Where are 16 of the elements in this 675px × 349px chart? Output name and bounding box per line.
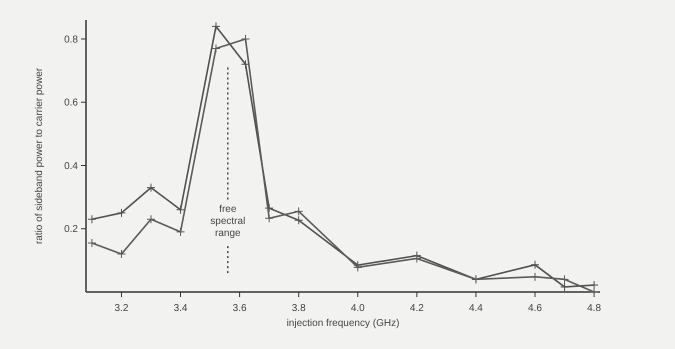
y-tick-label: 0.2 xyxy=(64,224,78,236)
x-tick-label: 4.2 xyxy=(410,303,424,314)
x-tick-label: 3.6 xyxy=(232,303,247,314)
ref-line-label: free spectral range xyxy=(210,204,246,240)
x-axis-title: injection frequency (GHz) xyxy=(286,318,400,329)
x-tick-label: 3.8 xyxy=(292,303,306,314)
x-tick-label: 4.0 xyxy=(350,303,366,314)
y-tick-label: 0.4 xyxy=(64,160,78,172)
x-tick-label: 4.8 xyxy=(587,303,602,314)
x-tick-label: 3.2 xyxy=(114,303,129,314)
y-tick-label: 0.8 xyxy=(64,34,78,46)
y-tick-label: 0.6 xyxy=(64,98,78,109)
x-tick-label: 4.6 xyxy=(528,303,542,314)
x-tick-label: 3.4 xyxy=(174,303,188,314)
x-tick-label: 4.4 xyxy=(468,303,484,314)
y-axis-title: ratio of sideband power to carrier power xyxy=(34,67,45,244)
